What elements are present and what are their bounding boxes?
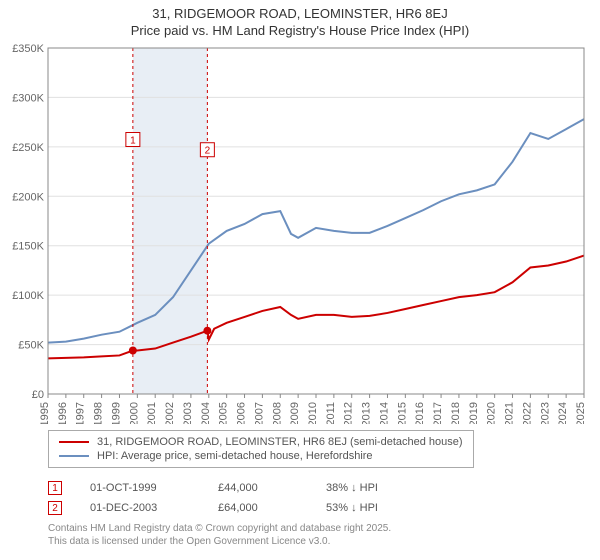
y-tick-label: £350K bbox=[12, 44, 44, 55]
x-tick-label: 2015 bbox=[396, 402, 408, 424]
x-tick-label: 2014 bbox=[378, 402, 390, 424]
x-tick-label: 2005 bbox=[218, 402, 230, 424]
transaction-table: 1 01-OCT-1999 £44,000 38% ↓ HPI 2 01-DEC-2003… bbox=[48, 478, 590, 518]
x-tick-label: 2011 bbox=[325, 402, 337, 424]
x-tick-label: 2019 bbox=[468, 402, 480, 424]
x-tick-label: 2021 bbox=[504, 402, 516, 424]
line-chart-svg: £0 £50K £100K £150K £200K £250K £300K £350K 1995… bbox=[10, 44, 590, 424]
legend-label: HPI: Average price, semi-detached house,… bbox=[97, 450, 373, 462]
x-tick-label: 2008 bbox=[271, 402, 283, 424]
y-tick-label: £300K bbox=[12, 92, 44, 104]
x-tick-label: 1995 bbox=[39, 402, 51, 424]
title-line-2: Price paid vs. HM Land Registry's House … bbox=[131, 23, 469, 38]
transaction-row: 1 01-OCT-1999 £44,000 38% ↓ HPI bbox=[48, 478, 590, 498]
x-tick-label: 2022 bbox=[521, 402, 533, 424]
chart-title: 31, RIDGEMOOR ROAD, LEOMINSTER, HR6 8EJ … bbox=[10, 6, 590, 40]
y-tick-label: £100K bbox=[12, 290, 44, 302]
x-tick-label: 2017 bbox=[432, 402, 444, 424]
x-tick-label: 2004 bbox=[200, 402, 212, 424]
transaction-delta: 53% ↓ HPI bbox=[326, 502, 416, 514]
x-tick-label: 2007 bbox=[253, 402, 265, 424]
y-tick-label: £250K bbox=[12, 142, 44, 154]
legend-row: HPI: Average price, semi-detached house,… bbox=[59, 449, 463, 463]
footer-line-1: Contains HM Land Registry data © Crown c… bbox=[48, 523, 391, 534]
footer-line-2: This data is licensed under the Open Gov… bbox=[48, 536, 330, 547]
x-tick-label: 1998 bbox=[93, 402, 105, 424]
x-tick-label: 2024 bbox=[557, 402, 569, 424]
y-tick-label: £200K bbox=[12, 191, 44, 203]
x-tick-label: 2016 bbox=[414, 402, 426, 424]
x-tick-label: 2001 bbox=[146, 402, 158, 424]
x-tick-label: 2000 bbox=[128, 402, 140, 424]
legend-box: 31, RIDGEMOOR ROAD, LEOMINSTER, HR6 8EJ … bbox=[48, 430, 474, 468]
transaction-badge: 2 bbox=[48, 501, 62, 515]
marker-dot bbox=[129, 346, 137, 354]
x-tick-label: 2025 bbox=[575, 402, 587, 424]
legend-row: 31, RIDGEMOOR ROAD, LEOMINSTER, HR6 8EJ … bbox=[59, 435, 463, 449]
x-tick-label: 1996 bbox=[57, 402, 69, 424]
transaction-price: £64,000 bbox=[218, 502, 298, 514]
x-tick-label: 1997 bbox=[75, 402, 87, 424]
x-tick-label: 1999 bbox=[110, 402, 122, 424]
transaction-price: £44,000 bbox=[218, 482, 298, 494]
plot-area bbox=[48, 48, 584, 394]
x-tick-label: 2010 bbox=[307, 402, 319, 424]
legend-label: 31, RIDGEMOOR ROAD, LEOMINSTER, HR6 8EJ … bbox=[97, 436, 463, 448]
x-tick-label: 2009 bbox=[289, 402, 301, 424]
transaction-row: 2 01-DEC-2003 £64,000 53% ↓ HPI bbox=[48, 498, 590, 518]
legend-swatch bbox=[59, 455, 89, 457]
x-tick-label: 2012 bbox=[343, 402, 355, 424]
x-tick-label: 2020 bbox=[486, 402, 498, 424]
marker-badge-label: 1 bbox=[130, 135, 136, 146]
transaction-delta: 38% ↓ HPI bbox=[326, 482, 416, 494]
x-tick-label: 2006 bbox=[236, 402, 248, 424]
x-tick-label: 2018 bbox=[450, 402, 462, 424]
transaction-date: 01-OCT-1999 bbox=[90, 482, 190, 494]
y-tick-label: £150K bbox=[12, 240, 44, 252]
legend-swatch bbox=[59, 441, 89, 443]
title-line-1: 31, RIDGEMOOR ROAD, LEOMINSTER, HR6 8EJ bbox=[152, 6, 447, 21]
chart-area: £0 £50K £100K £150K £200K £250K £300K £350K 1995… bbox=[10, 44, 590, 424]
transaction-badge: 1 bbox=[48, 481, 62, 495]
chart-container: 31, RIDGEMOOR ROAD, LEOMINSTER, HR6 8EJ … bbox=[0, 0, 600, 560]
y-tick-label: £0 bbox=[32, 389, 44, 401]
marker-badge-label: 2 bbox=[205, 146, 211, 157]
footer-attribution: Contains HM Land Registry data © Crown c… bbox=[48, 522, 590, 548]
marker-dot bbox=[203, 327, 211, 335]
x-tick-label: 2003 bbox=[182, 402, 194, 424]
x-tick-label: 2023 bbox=[539, 402, 551, 424]
y-tick-label: £50K bbox=[18, 339, 44, 351]
transaction-date: 01-DEC-2003 bbox=[90, 502, 190, 514]
ownership-band bbox=[133, 48, 208, 394]
x-tick-label: 2013 bbox=[361, 402, 373, 424]
x-tick-label: 2002 bbox=[164, 402, 176, 424]
